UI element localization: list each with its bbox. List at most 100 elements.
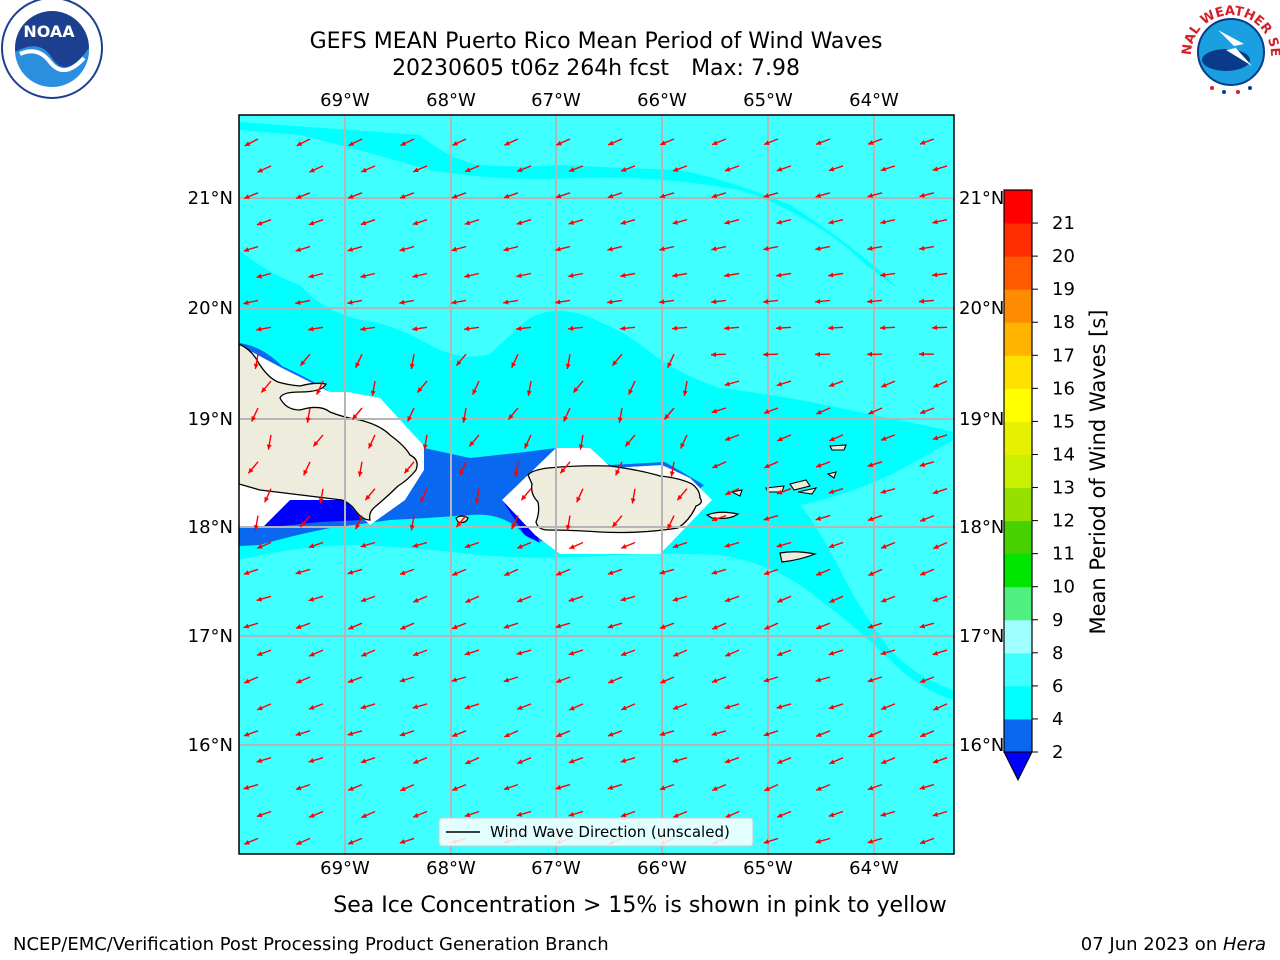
wind-arrow [563, 407, 571, 422]
wind-arrow [776, 272, 792, 278]
wind-arrow [815, 138, 831, 146]
wind-arrow [503, 192, 519, 199]
wind-arrow [555, 192, 571, 199]
wind-arrow [360, 541, 376, 548]
wind-arrow [368, 434, 376, 449]
wind-arrow [762, 351, 779, 357]
wind-arrow [295, 245, 311, 252]
wind-arrow [710, 352, 727, 358]
wind-arrow [815, 245, 831, 251]
wind-arrow [399, 837, 415, 844]
wind-arrow [932, 488, 948, 495]
lon-label-bottom: 68°W [426, 858, 476, 879]
map-frame [238, 114, 955, 855]
lat-label-right: 16°N [959, 735, 1004, 756]
wind-arrow [412, 757, 428, 765]
wind-arrow [504, 568, 519, 577]
wind-arrow [815, 298, 831, 304]
wind-arrow [931, 325, 948, 331]
wind-arrow [516, 165, 532, 173]
wind-arrow [724, 757, 740, 764]
wind-arrow [347, 299, 363, 305]
wind-arrow [555, 730, 571, 738]
lon-labels-top: 69°W 68°W 67°W 66°W 65°W 64°W [320, 90, 899, 111]
wind-arrow [576, 488, 584, 503]
wind-arrow [555, 676, 571, 684]
wind-arrow [503, 676, 519, 683]
wind-arrow [526, 380, 532, 396]
wind-arrow [867, 245, 883, 251]
colorbar-tick-label: 19 [1052, 279, 1075, 300]
wind-arrow [452, 138, 467, 146]
wind-arrow [555, 245, 571, 252]
wind-arrow [829, 757, 844, 765]
wind-arrow [724, 380, 740, 387]
wind-arrow [555, 299, 571, 305]
period-band-below-2-mona [502, 500, 540, 543]
wind-arrow [243, 783, 259, 790]
lon-label-top: 69°W [320, 90, 370, 111]
map-legend-label: Wind Wave Direction (unscaled) [490, 823, 730, 841]
wind-arrow [312, 434, 324, 447]
wind-arrow [724, 649, 740, 657]
wind-arrow [919, 407, 935, 415]
period-band-6-8-upper [239, 130, 954, 432]
lon-label-bottom: 69°W [320, 858, 370, 879]
wind-arrow [672, 219, 688, 225]
wind-arrow [296, 837, 311, 846]
wind-arrow [933, 541, 948, 550]
wind-arrow [243, 568, 259, 575]
wind-arrow [465, 595, 480, 604]
wind-arrow [568, 595, 584, 602]
lat-label-right: 19°N [959, 409, 1004, 430]
wind-arrow [659, 568, 675, 575]
colorbar-segment [1004, 190, 1032, 224]
wind-arrow [360, 649, 376, 657]
wind-arrow [776, 165, 792, 172]
wind-arrow [880, 649, 896, 656]
lat-label-right: 20°N [959, 298, 1004, 319]
wind-arrow [828, 434, 844, 442]
wind-arrow [355, 353, 363, 369]
wind-arrow [880, 165, 896, 172]
wind-arrow [724, 595, 740, 603]
wind-arrow [867, 461, 883, 468]
wind-arrow [667, 515, 675, 530]
wind-arrow [451, 192, 467, 199]
wind-arrow [659, 730, 675, 737]
forecast-label: 20230605 t06z 264h fcst [392, 56, 669, 81]
wind-arrow [724, 434, 740, 441]
wind-arrow [295, 192, 311, 200]
wind-arrow [555, 622, 571, 629]
period-band-6-8-south [239, 545, 954, 854]
wind-arrow [399, 568, 415, 576]
wind-arrow [764, 783, 779, 792]
wind-arrow [815, 461, 831, 468]
wind-arrow [516, 272, 532, 279]
wind-arrow [295, 299, 311, 305]
wind-arrow [620, 703, 636, 711]
wind-arrow [308, 595, 324, 602]
wind-arrow [451, 568, 467, 576]
wind-arrow [256, 649, 272, 657]
wind-arrow [932, 757, 948, 764]
wind-arrow [422, 434, 428, 450]
wind-arrow [451, 622, 467, 630]
wind-arrow [880, 541, 896, 549]
wind-arrow [763, 461, 779, 469]
wind-arrow [725, 810, 740, 819]
wind-arrow [827, 325, 844, 331]
wind-arrow [815, 676, 831, 683]
wind-arrow [607, 783, 623, 790]
wind-arrow [503, 622, 519, 629]
wind-arrow [360, 757, 376, 764]
wind-arrow [516, 703, 532, 711]
wind-arrow [711, 514, 727, 522]
wind-arrow [464, 703, 480, 710]
wind-arrow [308, 649, 324, 657]
colorbar-segment [1004, 619, 1032, 654]
wind-arrow [815, 192, 831, 198]
wind-arrow [620, 325, 636, 331]
wind-arrow [347, 783, 363, 791]
wind-arrow [256, 703, 272, 711]
